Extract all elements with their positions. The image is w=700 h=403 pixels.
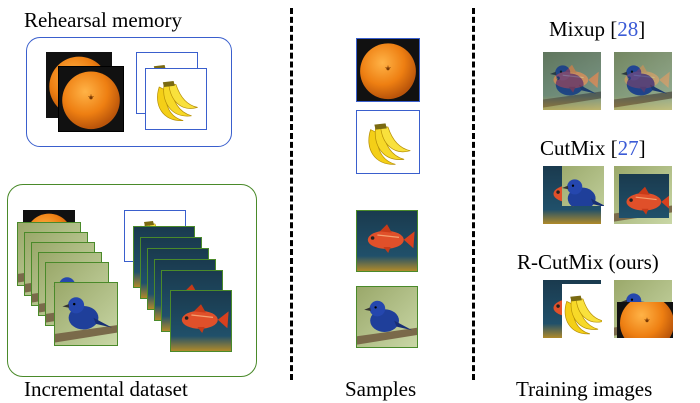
training-images-label: Training images (516, 377, 653, 401)
cutmix-image-fish-bird (540, 166, 604, 224)
rehearsal-memory-box (26, 37, 232, 147)
incremental-dataset-box (7, 184, 257, 377)
cutmix-label: CutMix [27] (540, 136, 646, 160)
rehearsal-memory-label: Rehearsal memory (24, 8, 183, 32)
bird-image (54, 282, 118, 346)
r-cutmix-image-fish-banana (540, 280, 604, 338)
mixup-image-bird-fish (611, 52, 675, 110)
fish-image (170, 290, 232, 352)
fish-image (356, 210, 418, 272)
bird-image (356, 286, 418, 348)
cutmix-image-bird-fish (611, 166, 675, 224)
r-cutmix-image-bird-orange (611, 280, 675, 338)
incremental-dataset-label: Incremental dataset (24, 377, 188, 401)
dashed-separator-left (290, 8, 293, 380)
dashed-separator-right (472, 8, 475, 380)
r-cutmix-label: R-CutMix (ours) (517, 250, 659, 274)
banana-image (356, 110, 420, 174)
banana-image (145, 68, 207, 130)
mixup-image-bird-fish (540, 52, 604, 110)
samples-label: Samples (345, 377, 417, 401)
mixup-label: Mixup [28] (549, 17, 646, 41)
orange-image (356, 38, 420, 102)
orange-image (58, 66, 124, 132)
